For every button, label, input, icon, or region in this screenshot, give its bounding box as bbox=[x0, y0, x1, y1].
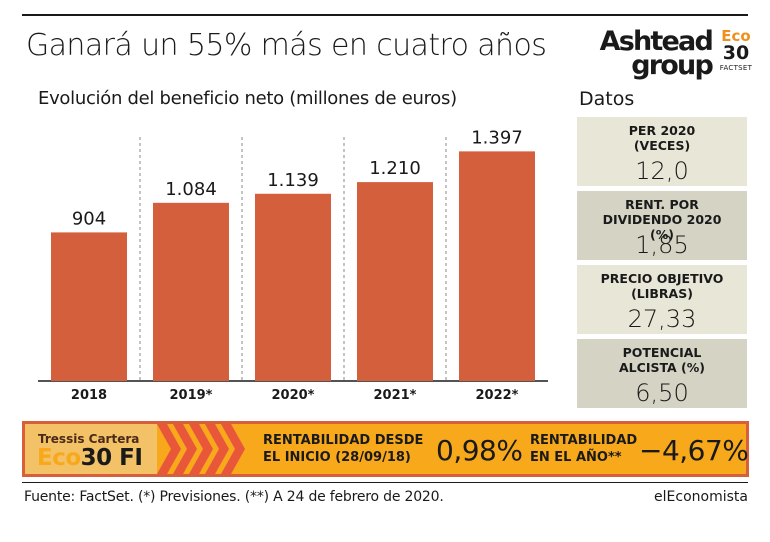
year-value: −4,67% bbox=[639, 434, 749, 467]
bar bbox=[51, 232, 127, 381]
bar-value-label: 1.397 bbox=[471, 127, 523, 148]
bar bbox=[153, 202, 229, 381]
x-tick-label: 2018 bbox=[71, 388, 107, 403]
year-label-line-2: EN EL AÑO** bbox=[530, 450, 622, 465]
ashtead-group-logo: Ashtead group bbox=[597, 26, 714, 81]
per-label: PER 2020 (VECES) bbox=[628, 123, 696, 153]
since-label-line-1: RENTABILIDAD DESDE bbox=[263, 433, 424, 448]
x-tick-label: 2019* bbox=[170, 388, 213, 403]
publisher-name: elEconomista bbox=[654, 489, 748, 505]
tressis-line-2: Eco30 FI bbox=[37, 445, 143, 471]
tressis-eco: Eco bbox=[37, 445, 81, 471]
datos-panel-dividend: RENT. POR DIVIDENDO 2020 (%) 1,85 bbox=[577, 191, 747, 260]
upside-value: 6,50 bbox=[635, 379, 689, 407]
tressis-line-1: Tressis Cartera bbox=[38, 432, 140, 446]
year-label: RENTABILIDAD EN EL AÑO** bbox=[530, 432, 637, 466]
target-price-label: PRECIO OBJETIVO (LIBRAS) bbox=[600, 271, 724, 301]
bar bbox=[459, 151, 535, 381]
x-tick-label: 2020* bbox=[272, 388, 315, 403]
top-rule bbox=[22, 14, 748, 16]
bar bbox=[357, 182, 433, 381]
page-title: Ganará un 55% más en cuatro años bbox=[26, 28, 547, 63]
upside-label: POTENCIAL ALCISTA (%) bbox=[619, 345, 705, 375]
footer-rule bbox=[22, 482, 748, 483]
logo-line-2: group bbox=[631, 50, 714, 81]
bar-value-label: 1.210 bbox=[369, 158, 421, 179]
per-value: 12,0 bbox=[635, 157, 689, 185]
chart-title: Evolución del beneficio neto (millones d… bbox=[38, 88, 457, 109]
badge-source: FACTSET bbox=[719, 64, 753, 72]
badge-30: 30 bbox=[722, 42, 750, 64]
bar bbox=[255, 193, 331, 381]
since-label: RENTABILIDAD DESDE EL INICIO (28/09/18) bbox=[263, 432, 423, 466]
datos-panel-target-price: PRECIO OBJETIVO (LIBRAS) 27,33 bbox=[577, 265, 747, 334]
since-label-line-2: EL INICIO (28/09/18) bbox=[263, 450, 411, 465]
bar-value-label: 1.139 bbox=[267, 170, 319, 191]
year-label-line-1: RENTABILIDAD bbox=[530, 433, 638, 448]
logo-line-1: Ashtead bbox=[599, 26, 714, 57]
bar-chart: 904 2018 1.084 2019* 1.139 2020* 1.210 2021* 1.3… bbox=[38, 127, 548, 403]
since-value: 0,98% bbox=[436, 434, 523, 467]
bar-value-label: 1.084 bbox=[165, 179, 217, 200]
tressis-logo: Tressis Cartera Eco30 FI bbox=[25, 424, 157, 474]
datos-heading: Datos bbox=[579, 88, 635, 110]
target-price-value: 27,33 bbox=[627, 305, 697, 333]
x-tick-label: 2021* bbox=[374, 388, 417, 403]
source-note: Fuente: FactSet. (*) Previsiones. (**) A… bbox=[24, 489, 444, 505]
datos-panel-upside: POTENCIAL ALCISTA (%) 6,50 bbox=[577, 339, 747, 408]
dividend-value: 1,85 bbox=[635, 231, 689, 259]
eco30-badge: Eco 30 FACTSET bbox=[718, 28, 754, 74]
dividend-label: RENT. POR DIVIDENDO 2020 (%) bbox=[602, 197, 722, 242]
tressis-rest: 30 FI bbox=[80, 445, 143, 471]
chevron-arrows-icon bbox=[157, 424, 245, 474]
badge-eco: Eco bbox=[721, 27, 751, 45]
datos-panel-per: PER 2020 (VECES) 12,0 bbox=[577, 117, 747, 186]
bar-value-label: 904 bbox=[72, 208, 106, 229]
x-tick-label: 2022* bbox=[476, 388, 519, 403]
tressis-strip: Tressis Cartera Eco30 FI RENTABILIDAD DE… bbox=[22, 421, 749, 477]
